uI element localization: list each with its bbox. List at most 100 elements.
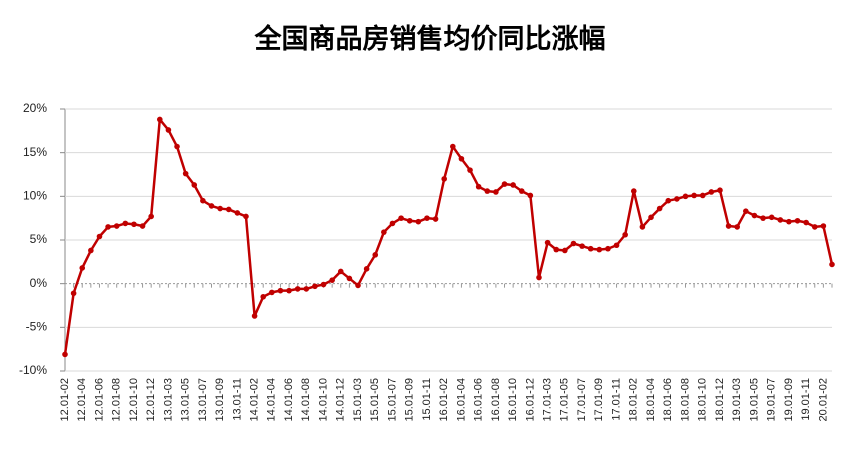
data-point — [777, 217, 784, 223]
data-point — [294, 286, 301, 292]
data-point — [768, 214, 775, 221]
x-tick-label: 13.01-11 — [231, 378, 243, 421]
data-point — [458, 155, 465, 162]
data-point — [708, 189, 715, 195]
x-tick-label: 17.01-03 — [542, 378, 554, 421]
data-point — [62, 351, 68, 358]
data-point — [527, 192, 534, 199]
x-tick-label: 14.01-10 — [317, 378, 329, 421]
y-tick-label: -10% — [19, 363, 47, 377]
data-point — [803, 219, 809, 226]
x-tick-label: 16.01-08 — [490, 378, 502, 421]
data-point — [156, 116, 163, 123]
x-tick-label: 13.01-03 — [162, 378, 174, 421]
data-point — [372, 252, 379, 258]
data-point — [406, 217, 413, 224]
data-point — [312, 283, 318, 290]
data-point — [794, 217, 801, 224]
data-point — [174, 143, 180, 150]
data-point — [699, 192, 706, 199]
data-point — [105, 224, 111, 230]
data-point — [510, 182, 516, 188]
x-tick-label: 16.01-06 — [473, 378, 485, 421]
data-point — [346, 275, 353, 282]
data-point — [743, 208, 749, 214]
x-tick-label: 19.01-03 — [731, 378, 743, 421]
data-point — [786, 218, 792, 225]
data-point — [587, 245, 594, 252]
data-point — [286, 287, 292, 294]
data-point — [441, 176, 447, 182]
data-point — [234, 210, 241, 216]
data-point — [682, 193, 689, 200]
x-tick-label: 14.01-12 — [335, 378, 347, 421]
data-point — [337, 268, 344, 275]
x-tick-label: 18.01-12 — [714, 378, 726, 421]
x-tick-label: 15.01-03 — [352, 378, 364, 421]
y-tick-label: 15% — [23, 145, 47, 159]
data-point — [217, 205, 223, 212]
data-point — [113, 223, 120, 229]
data-point — [398, 215, 404, 221]
data-point — [484, 188, 491, 194]
data-point — [596, 246, 603, 253]
data-point — [717, 187, 723, 194]
data-point — [320, 281, 327, 288]
x-tick-label: 15.01-09 — [404, 378, 416, 421]
data-point — [536, 274, 542, 281]
x-tick-label: 15.01-05 — [369, 378, 381, 421]
data-point — [570, 240, 577, 247]
data-point — [579, 243, 585, 249]
data-point — [251, 313, 258, 319]
data-point — [665, 197, 672, 204]
data-point — [200, 197, 206, 204]
data-point — [518, 188, 525, 194]
data-point — [225, 206, 232, 213]
data-point — [501, 181, 508, 187]
data-point — [648, 214, 654, 221]
data-point — [269, 289, 275, 296]
y-tick-label: 0% — [30, 276, 48, 290]
x-tick-label: 18.01-04 — [645, 378, 657, 421]
x-tick-label: 19.01-07 — [766, 378, 778, 421]
data-point — [96, 233, 103, 240]
data-point — [165, 127, 172, 133]
y-tick-label: 10% — [23, 189, 47, 203]
data-point — [725, 223, 732, 229]
y-tick-label: 20% — [23, 101, 47, 115]
data-point — [432, 216, 439, 222]
x-tick-label: 12.01-02 — [59, 378, 71, 421]
x-tick-label: 16.01-02 — [438, 378, 450, 421]
x-tick-label: 15.01-07 — [386, 378, 398, 421]
x-tick-label: 16.01-12 — [524, 378, 536, 421]
data-point — [363, 266, 370, 272]
x-tick-label: 19.01-05 — [748, 378, 760, 421]
chart-title: 全国商品房销售均价同比涨幅 — [254, 23, 606, 54]
data-point — [691, 192, 697, 199]
x-tick-label: 12.01-04 — [76, 378, 88, 421]
data-point — [751, 212, 758, 219]
x-tick-label: 12.01-12 — [145, 378, 157, 421]
data-point — [182, 170, 189, 177]
x-tick-label: 16.01-10 — [507, 378, 519, 421]
data-point — [450, 143, 456, 150]
data-point — [622, 231, 628, 238]
data-point — [381, 229, 387, 235]
data-line — [63, 118, 834, 355]
data-point — [389, 220, 396, 227]
data-point — [674, 196, 680, 202]
data-point — [656, 205, 663, 212]
data-point — [475, 183, 482, 190]
data-point — [562, 247, 568, 254]
data-point — [260, 293, 267, 300]
data-point — [303, 286, 310, 292]
x-tick-label: 12.01-06 — [93, 378, 105, 421]
y-tick-label: -5% — [26, 320, 48, 334]
x-tick-label: 13.01-09 — [214, 378, 226, 421]
x-tick-label: 18.01-08 — [679, 378, 691, 421]
x-tick-label: 14.01-06 — [283, 378, 295, 421]
x-tick-label: 17.01-09 — [593, 378, 605, 421]
x-tick-label: 17.01-07 — [576, 378, 588, 421]
data-point — [355, 282, 361, 289]
